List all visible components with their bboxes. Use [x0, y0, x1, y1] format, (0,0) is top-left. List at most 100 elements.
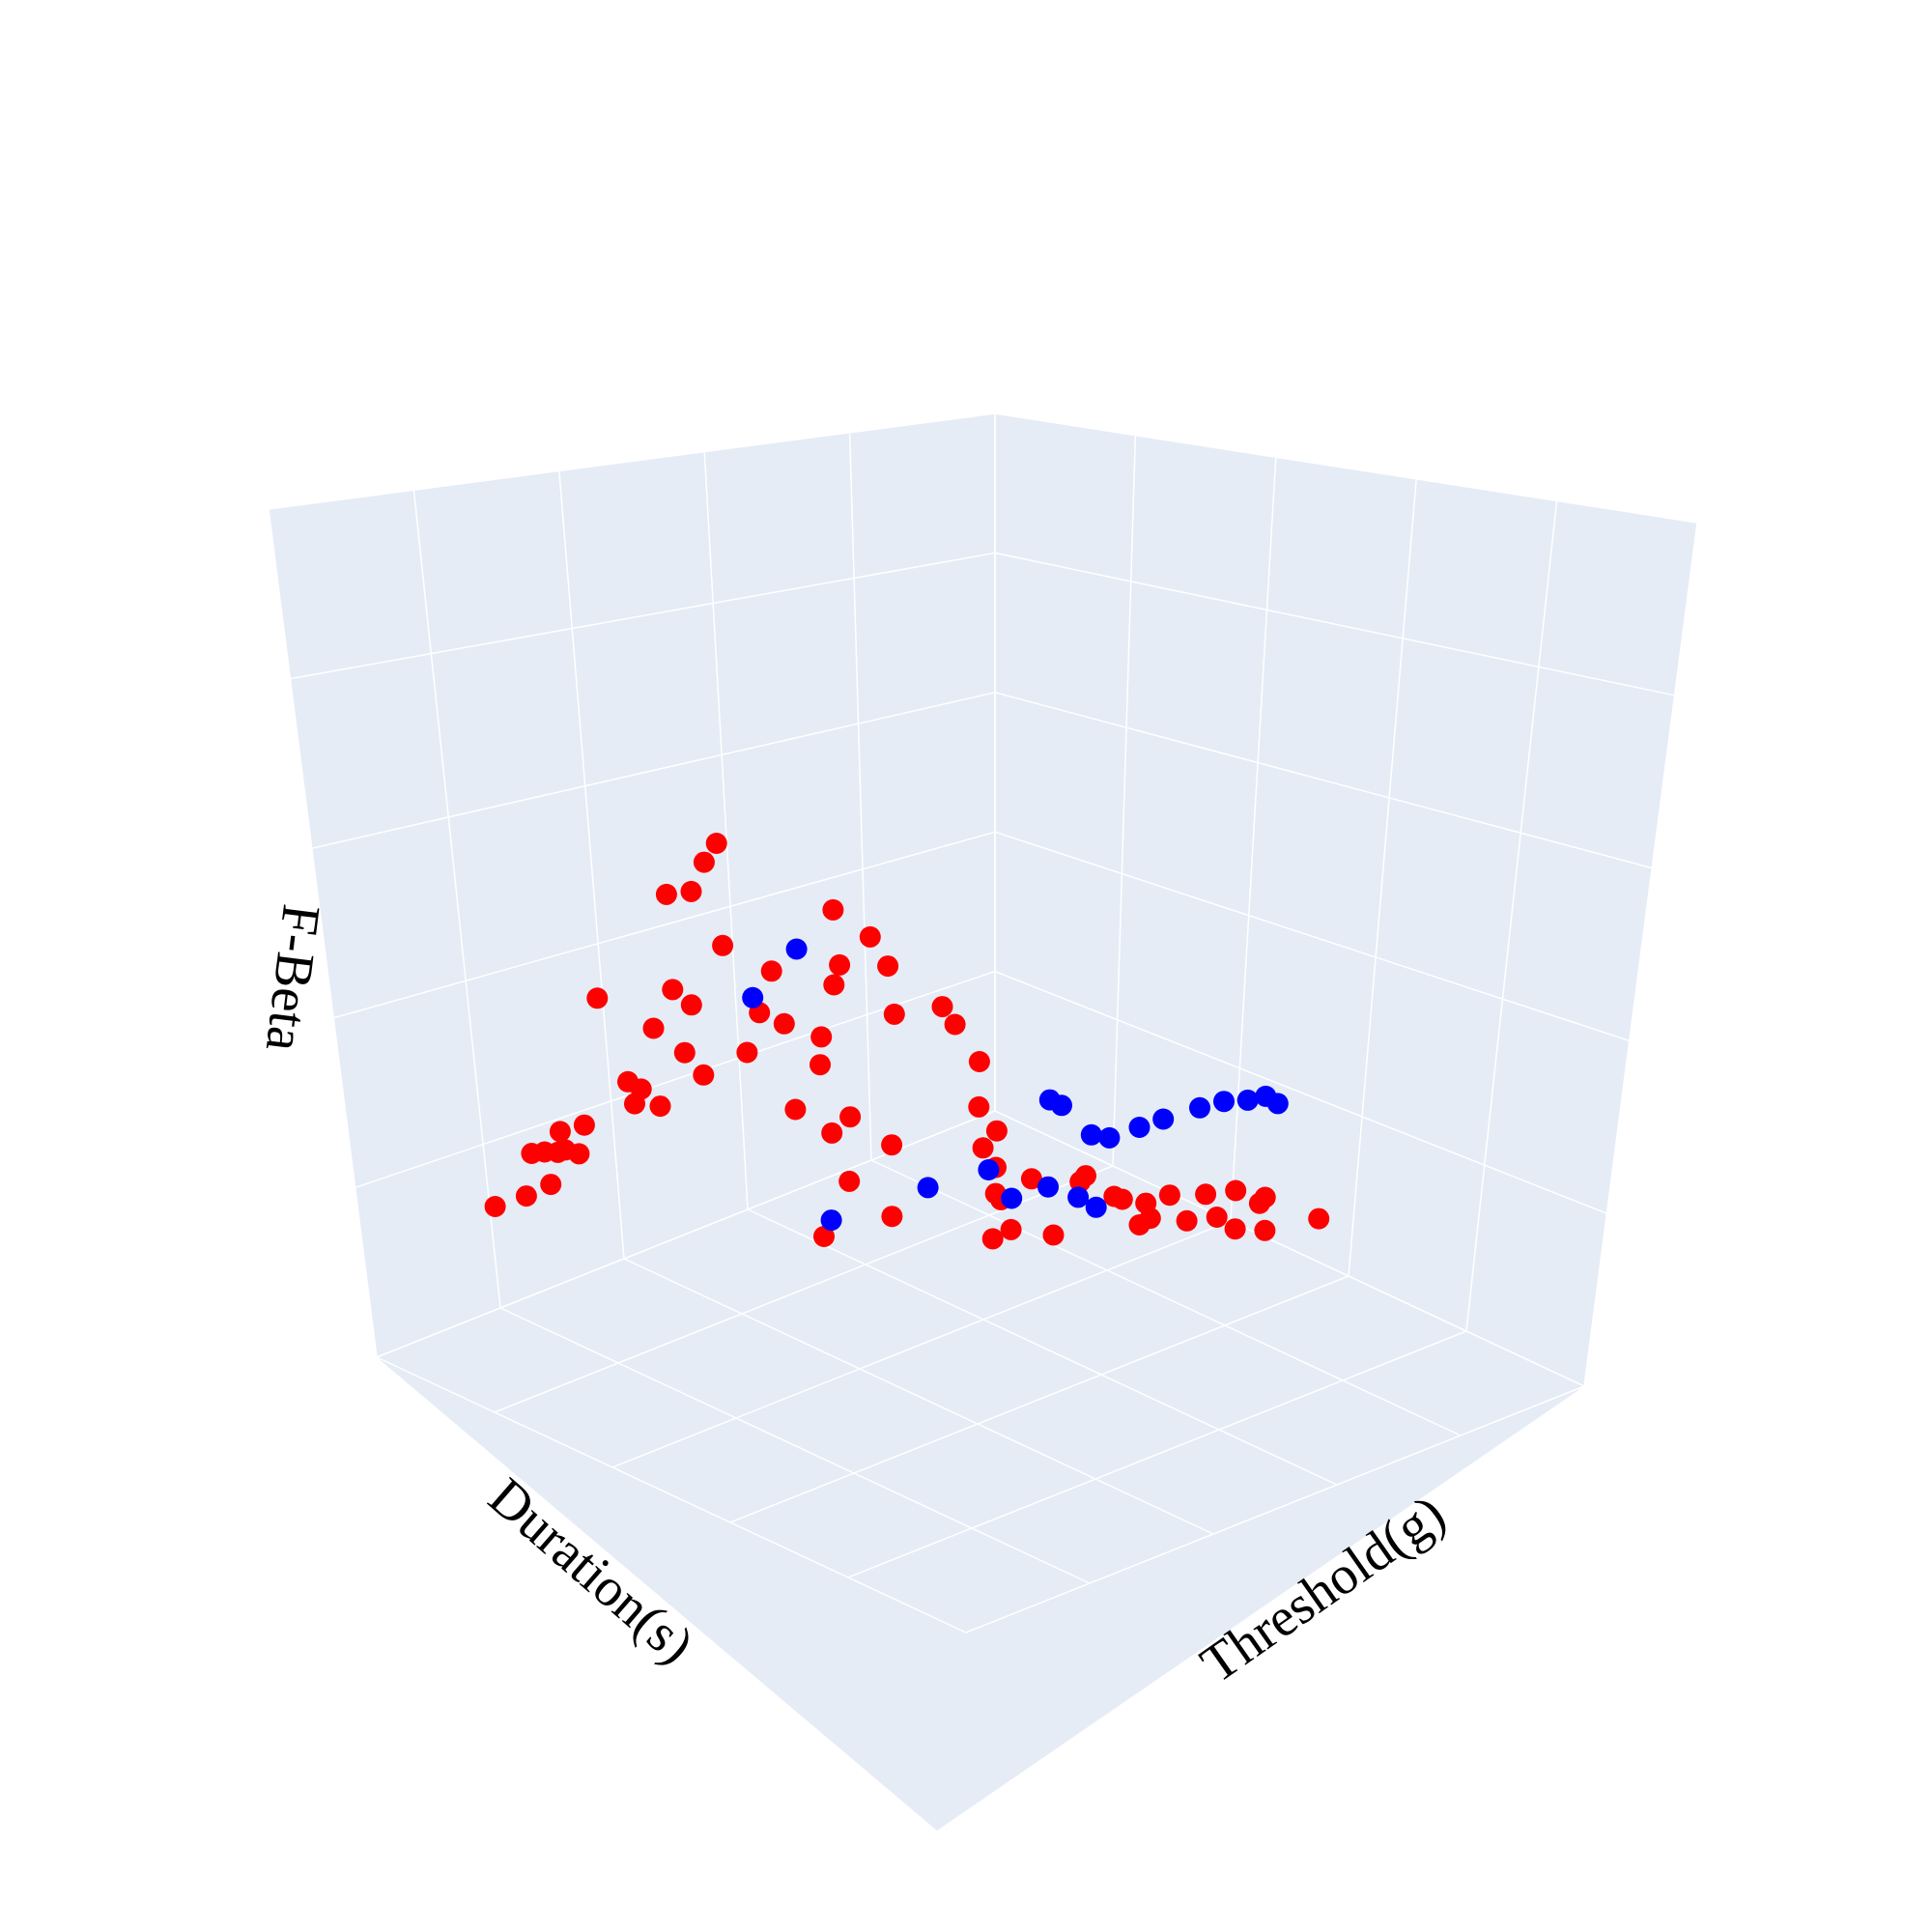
grid-line — [412, 490, 501, 1309]
red-point[interactable] — [1254, 1219, 1276, 1241]
red-point[interactable] — [549, 1121, 571, 1143]
red-point[interactable] — [859, 925, 881, 948]
left-wall-pane — [269, 413, 995, 1357]
red-point[interactable] — [1224, 1218, 1246, 1240]
red-point[interactable] — [1111, 1188, 1133, 1210]
red-point[interactable] — [813, 1226, 835, 1247]
red-point[interactable] — [821, 1122, 843, 1144]
red-point[interactable] — [1225, 1179, 1247, 1202]
grid-line — [311, 692, 996, 849]
red-point[interactable] — [784, 1098, 807, 1121]
blue-point[interactable] — [1085, 1196, 1107, 1218]
red-point[interactable] — [1075, 1165, 1096, 1187]
red-point[interactable] — [693, 1064, 715, 1086]
right-wall-pane — [995, 413, 1697, 1386]
red-point[interactable] — [838, 1170, 861, 1192]
grid-line — [703, 451, 749, 1210]
grid-line — [965, 1385, 1585, 1634]
data-points — [484, 833, 1330, 1250]
blue-point[interactable] — [820, 1209, 842, 1232]
grid-line — [729, 1275, 1350, 1523]
red-point[interactable] — [568, 1143, 590, 1165]
red-point[interactable] — [586, 987, 609, 1009]
blue-point[interactable] — [1152, 1108, 1175, 1130]
blue-point[interactable] — [917, 1177, 939, 1199]
red-point[interactable] — [712, 934, 734, 956]
red-point[interactable] — [944, 1013, 966, 1036]
axis-panes — [269, 413, 1697, 1831]
red-point[interactable] — [931, 996, 953, 1018]
red-point[interactable] — [760, 960, 782, 982]
red-point[interactable] — [673, 1041, 696, 1064]
red-point[interactable] — [881, 1206, 903, 1228]
red-point[interactable] — [736, 1041, 758, 1064]
red-point[interactable] — [630, 1078, 652, 1100]
blue-point[interactable] — [785, 938, 808, 960]
red-point[interactable] — [823, 974, 845, 996]
red-point[interactable] — [655, 883, 677, 905]
red-point[interactable] — [1254, 1186, 1276, 1208]
red-point[interactable] — [1176, 1209, 1198, 1232]
red-point[interactable] — [705, 833, 727, 854]
red-point[interactable] — [1020, 1168, 1042, 1190]
red-point[interactable] — [810, 1026, 833, 1048]
grid-line — [870, 1159, 1462, 1436]
red-point[interactable] — [693, 851, 715, 873]
blue-point[interactable] — [1038, 1089, 1061, 1111]
blue-point[interactable] — [1213, 1091, 1235, 1113]
blue-point[interactable] — [1001, 1187, 1023, 1209]
red-point[interactable] — [881, 1134, 903, 1156]
red-point[interactable] — [1042, 1224, 1065, 1246]
red-point[interactable] — [662, 979, 684, 1001]
blue-point[interactable] — [1080, 1123, 1102, 1146]
blue-point[interactable] — [1037, 1176, 1059, 1198]
red-point[interactable] — [573, 1114, 595, 1136]
red-point[interactable] — [642, 1017, 665, 1039]
blue-point[interactable] — [1189, 1096, 1210, 1119]
grid-line — [994, 692, 1653, 869]
red-point[interactable] — [680, 994, 702, 1016]
z-axis-title: F-Beta — [254, 901, 331, 1055]
grid-line — [268, 412, 996, 510]
grid-line — [747, 1208, 1338, 1486]
red-point[interactable] — [822, 898, 844, 921]
blue-point[interactable] — [1098, 1126, 1121, 1149]
grid-line — [1112, 435, 1137, 1167]
grid-line — [376, 1356, 967, 1634]
red-point[interactable] — [773, 1012, 795, 1035]
red-point[interactable] — [829, 953, 851, 976]
red-point[interactable] — [1158, 1184, 1180, 1207]
grid-line — [290, 552, 996, 680]
grid-line — [611, 1220, 1232, 1468]
red-point[interactable] — [515, 1185, 537, 1208]
red-point[interactable] — [1195, 1183, 1217, 1206]
grid-line — [994, 970, 1607, 1214]
red-point[interactable] — [968, 1051, 990, 1072]
red-point[interactable] — [972, 1137, 994, 1159]
red-point[interactable] — [1206, 1207, 1228, 1228]
red-point[interactable] — [810, 1054, 831, 1076]
blue-point[interactable] — [978, 1159, 1000, 1180]
grid-line — [1465, 500, 1558, 1332]
blue-point[interactable] — [1266, 1093, 1289, 1115]
red-point[interactable] — [484, 1196, 506, 1217]
red-point[interactable] — [1308, 1208, 1330, 1230]
blue-point[interactable] — [1236, 1089, 1259, 1111]
blue-point[interactable] — [1128, 1117, 1151, 1138]
red-point[interactable] — [985, 1120, 1008, 1142]
red-point[interactable] — [883, 1003, 905, 1025]
red-point[interactable] — [649, 1095, 671, 1118]
red-point[interactable] — [981, 1228, 1004, 1250]
red-point[interactable] — [839, 1106, 862, 1128]
red-point[interactable] — [877, 955, 899, 978]
red-point[interactable] — [680, 880, 702, 902]
red-point[interactable] — [540, 1174, 562, 1196]
blue-point[interactable] — [742, 986, 764, 1009]
red-point[interactable] — [1128, 1214, 1151, 1236]
red-point[interactable] — [1000, 1218, 1022, 1240]
blue-point[interactable] — [1067, 1186, 1090, 1208]
red-point[interactable] — [968, 1095, 990, 1118]
grid-line — [994, 412, 1698, 524]
